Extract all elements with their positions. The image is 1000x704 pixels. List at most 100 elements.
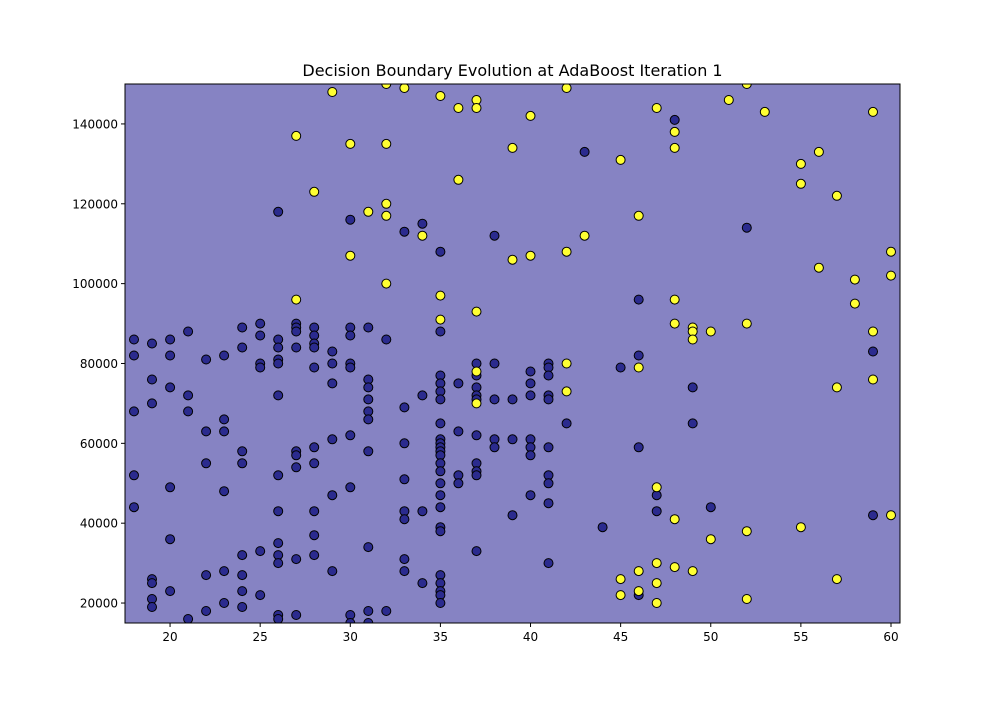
data-point-class-0 bbox=[417, 506, 428, 517]
data-point-class-1 bbox=[741, 84, 752, 89]
data-point-class-0 bbox=[291, 554, 302, 565]
data-point-class-0 bbox=[543, 394, 554, 405]
data-point-class-0 bbox=[273, 342, 284, 353]
data-point-class-1 bbox=[453, 103, 464, 113]
x-tick-label: 25 bbox=[253, 630, 268, 644]
data-point-class-0 bbox=[291, 610, 302, 620]
data-point-class-0 bbox=[345, 214, 356, 225]
data-point-class-0 bbox=[435, 502, 446, 513]
data-point-class-1 bbox=[669, 126, 680, 137]
data-point-class-0 bbox=[381, 334, 392, 345]
data-point-class-0 bbox=[255, 546, 266, 557]
data-point-class-1 bbox=[795, 158, 806, 169]
data-point-class-0 bbox=[219, 486, 230, 497]
data-point-class-1 bbox=[381, 84, 392, 89]
data-point-class-0 bbox=[435, 478, 446, 489]
data-point-class-0 bbox=[471, 546, 482, 557]
data-point-class-0 bbox=[615, 362, 626, 373]
y-axis: 20000 40000 60000 80000 100000 120000 140000 bbox=[72, 117, 125, 611]
data-point-class-1 bbox=[471, 103, 482, 113]
data-point-class-0 bbox=[219, 350, 230, 361]
data-point-class-0 bbox=[201, 354, 212, 365]
data-point-class-1 bbox=[363, 206, 374, 217]
data-point-class-0 bbox=[237, 570, 248, 581]
data-point-class-1 bbox=[849, 274, 860, 285]
data-point-class-0 bbox=[129, 350, 139, 361]
data-point-class-0 bbox=[705, 502, 716, 513]
data-point-class-1 bbox=[579, 230, 590, 241]
data-point-class-1 bbox=[651, 578, 662, 589]
data-point-class-0 bbox=[417, 390, 428, 401]
data-point-class-0 bbox=[255, 590, 266, 601]
data-point-class-0 bbox=[363, 394, 374, 405]
data-point-class-0 bbox=[327, 378, 338, 389]
data-point-class-1 bbox=[399, 84, 410, 93]
x-tick-label: 30 bbox=[343, 630, 358, 644]
data-point-class-0 bbox=[291, 342, 302, 353]
data-point-class-0 bbox=[129, 502, 139, 513]
data-point-class-0 bbox=[345, 430, 356, 441]
data-point-class-1 bbox=[381, 278, 392, 289]
data-point-class-0 bbox=[435, 394, 446, 405]
data-point-class-0 bbox=[399, 402, 410, 413]
data-point-class-0 bbox=[327, 434, 338, 445]
data-point-class-0 bbox=[507, 394, 518, 405]
data-point-class-1 bbox=[868, 106, 878, 117]
data-point-class-0 bbox=[633, 442, 644, 453]
data-point-class-0 bbox=[147, 338, 157, 349]
data-point-class-0 bbox=[129, 334, 139, 345]
data-point-class-0 bbox=[435, 326, 446, 337]
data-point-class-0 bbox=[399, 514, 410, 525]
data-point-class-0 bbox=[435, 246, 446, 257]
data-point-class-0 bbox=[129, 470, 139, 481]
data-point-class-0 bbox=[291, 326, 302, 337]
data-point-class-0 bbox=[147, 602, 157, 612]
data-point-class-1 bbox=[291, 130, 302, 141]
data-point-class-0 bbox=[183, 406, 194, 417]
data-point-class-1 bbox=[381, 138, 392, 149]
data-point-class-1 bbox=[651, 103, 662, 113]
data-point-class-1 bbox=[651, 558, 662, 569]
data-point-class-0 bbox=[273, 206, 284, 217]
data-point-class-1 bbox=[868, 326, 878, 337]
data-point-class-0 bbox=[291, 462, 302, 473]
data-point-class-1 bbox=[669, 142, 680, 153]
data-point-class-1 bbox=[525, 110, 536, 121]
data-point-class-0 bbox=[273, 506, 284, 517]
data-point-class-0 bbox=[561, 418, 572, 429]
data-point-class-0 bbox=[399, 226, 410, 237]
data-point-class-1 bbox=[886, 246, 896, 257]
data-point-class-1 bbox=[471, 398, 482, 409]
data-point-class-0 bbox=[489, 394, 500, 405]
data-point-class-1 bbox=[795, 178, 806, 189]
data-point-class-1 bbox=[381, 210, 392, 221]
data-points bbox=[129, 84, 896, 623]
x-tick-label: 55 bbox=[793, 630, 808, 644]
data-point-class-1 bbox=[435, 290, 446, 301]
data-point-class-1 bbox=[471, 366, 482, 377]
data-point-class-0 bbox=[543, 498, 554, 509]
data-point-class-0 bbox=[525, 378, 536, 389]
data-point-class-0 bbox=[543, 558, 554, 569]
data-point-class-0 bbox=[597, 522, 608, 533]
data-point-class-1 bbox=[741, 594, 752, 604]
data-point-class-0 bbox=[219, 566, 230, 577]
data-point-class-0 bbox=[363, 618, 374, 623]
data-point-class-0 bbox=[327, 346, 338, 357]
data-point-class-0 bbox=[868, 510, 878, 521]
data-point-class-0 bbox=[868, 346, 878, 357]
data-point-class-0 bbox=[345, 618, 356, 623]
data-point-class-1 bbox=[831, 190, 842, 201]
data-point-class-0 bbox=[237, 602, 248, 612]
data-point-class-0 bbox=[687, 418, 698, 429]
data-point-class-1 bbox=[561, 84, 572, 93]
data-point-class-0 bbox=[543, 370, 554, 381]
data-point-class-0 bbox=[309, 342, 320, 353]
data-point-class-0 bbox=[651, 506, 662, 517]
data-point-class-0 bbox=[273, 390, 284, 401]
data-point-class-0 bbox=[507, 434, 518, 445]
data-point-class-1 bbox=[417, 230, 428, 241]
data-point-class-0 bbox=[273, 538, 284, 549]
x-tick-label: 60 bbox=[883, 630, 898, 644]
